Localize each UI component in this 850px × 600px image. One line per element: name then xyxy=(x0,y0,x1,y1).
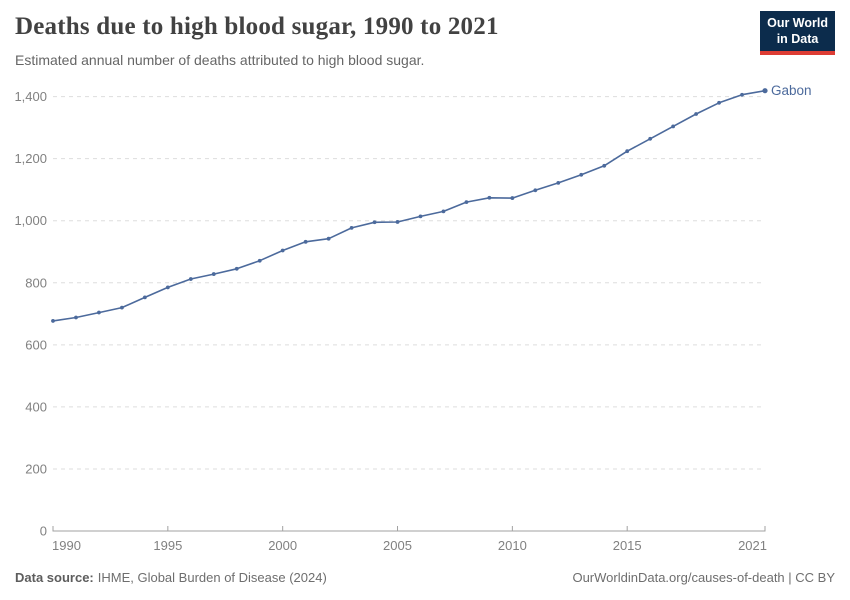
data-point[interactable] xyxy=(487,195,492,200)
data-point[interactable] xyxy=(74,315,78,320)
data-point[interactable] xyxy=(671,124,676,129)
data-point[interactable] xyxy=(97,310,101,315)
data-point[interactable] xyxy=(625,149,630,154)
y-tick-label: 200 xyxy=(25,461,47,476)
data-point[interactable] xyxy=(533,188,538,193)
y-tick-label: 400 xyxy=(25,399,47,414)
y-tick-label: 0 xyxy=(40,524,47,539)
owid-logo[interactable]: Our World in Data xyxy=(760,11,835,55)
owid-logo-line1: Our World xyxy=(767,16,828,30)
data-point[interactable] xyxy=(326,236,331,241)
data-point[interactable] xyxy=(510,196,515,200)
chart-footer: Data source: IHME, Global Burden of Disea… xyxy=(15,570,835,585)
data-point[interactable] xyxy=(602,163,607,168)
data-point[interactable] xyxy=(395,220,400,224)
y-tick-label: 1,000 xyxy=(14,213,47,228)
series-line[interactable] xyxy=(52,89,766,322)
x-tick-label: 1995 xyxy=(153,538,182,553)
page-title: Deaths due to high blood sugar, 1990 to … xyxy=(15,13,499,40)
x-tick-label: 2000 xyxy=(268,538,297,553)
data-point[interactable] xyxy=(120,305,124,310)
data-point[interactable] xyxy=(372,220,377,225)
data-point[interactable] xyxy=(51,319,55,323)
x-tick-label: 2010 xyxy=(498,538,527,553)
data-point[interactable] xyxy=(464,200,469,204)
data-source: Data source: IHME, Global Burden of Disea… xyxy=(15,570,327,585)
data-source-label: Data source: xyxy=(15,570,94,585)
data-point[interactable] xyxy=(257,258,262,263)
data-point[interactable] xyxy=(188,277,193,281)
y-tick-label: 1,200 xyxy=(14,151,47,166)
data-point[interactable] xyxy=(717,100,721,105)
x-tick-label: 2021 xyxy=(738,538,767,553)
data-point[interactable] xyxy=(740,92,744,97)
series-end-marker xyxy=(762,88,768,94)
data-point[interactable] xyxy=(441,209,446,214)
data-point[interactable] xyxy=(303,239,308,244)
entity-label[interactable]: Gabon xyxy=(771,83,812,98)
data-point[interactable] xyxy=(579,172,584,177)
x-tick-label: 2005 xyxy=(383,538,412,553)
y-tick-label: 1,400 xyxy=(14,89,47,104)
data-point[interactable] xyxy=(349,225,354,230)
data-source-text: IHME, Global Burden of Disease (2024) xyxy=(97,570,327,585)
y-tick-label: 800 xyxy=(25,275,47,290)
data-point[interactable] xyxy=(142,295,147,300)
x-tick-label: 2015 xyxy=(613,538,642,553)
data-point[interactable] xyxy=(648,136,653,141)
data-point[interactable] xyxy=(211,272,216,276)
data-point[interactable] xyxy=(165,285,170,290)
data-point[interactable] xyxy=(234,266,239,271)
y-tick-label: 600 xyxy=(25,337,47,352)
data-point[interactable] xyxy=(556,180,561,185)
data-point[interactable] xyxy=(694,112,698,116)
chart-subtitle: Estimated annual number of deaths attrib… xyxy=(15,52,425,68)
data-point[interactable] xyxy=(280,248,285,253)
owid-logo-line2: in Data xyxy=(776,32,819,47)
footer-link[interactable]: OurWorldinData.org/causes-of-death | CC … xyxy=(572,570,835,585)
x-tick-label: 1990 xyxy=(52,538,81,553)
data-point[interactable] xyxy=(418,214,423,219)
